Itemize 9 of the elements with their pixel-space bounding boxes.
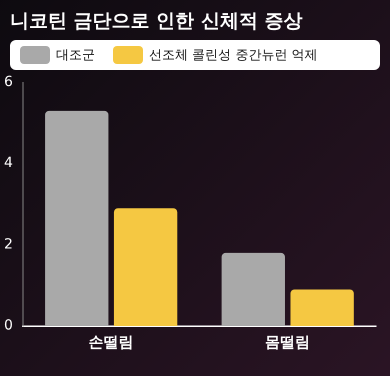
chart-title: 니코틴 금단으로 인한 신체적 증상 xyxy=(9,9,304,34)
x-tick-label: 몸떨림 xyxy=(265,332,310,351)
y-tick-label: 0 xyxy=(4,318,13,334)
legend-label: 대조군 xyxy=(56,47,95,64)
legend-label: 선조체 콜린성 중간뉴런 억제 xyxy=(149,47,318,64)
y-tick-label: 4 xyxy=(4,155,13,172)
y-tick-label: 6 xyxy=(4,74,13,90)
x-tick-label: 손떨림 xyxy=(88,332,134,351)
y-tick-label: 2 xyxy=(4,236,13,252)
